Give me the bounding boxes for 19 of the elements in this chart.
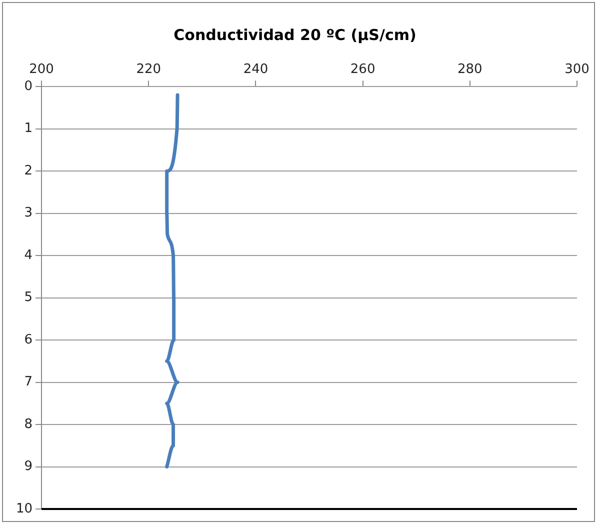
x-tick-label: 280 xyxy=(457,62,482,78)
x-tick-label: 300 xyxy=(564,62,590,78)
y-tick-label: 0 xyxy=(24,78,33,94)
line-series xyxy=(165,93,180,469)
y-tick-label: 1 xyxy=(24,121,33,136)
y-tick-label: 4 xyxy=(24,248,33,263)
x-tick-label: 240 xyxy=(243,62,268,78)
y-tick-label: 3 xyxy=(24,206,33,221)
chart-title: Conductividad 20 ºC (µS/cm) xyxy=(174,26,416,44)
y-tick-label: 8 xyxy=(24,416,33,432)
y-tick-label: 9 xyxy=(24,459,33,474)
y-tick-label: 6 xyxy=(24,332,33,348)
y-tick-label: 7 xyxy=(24,374,33,390)
x-tick-label: 260 xyxy=(350,62,376,78)
y-tick-label: 2 xyxy=(24,163,33,178)
x-tick-label: 200 xyxy=(29,62,54,78)
y-tick-label: 5 xyxy=(24,290,33,306)
x-tick-label: 220 xyxy=(136,62,162,78)
y-tick-label: 10 xyxy=(16,501,33,516)
